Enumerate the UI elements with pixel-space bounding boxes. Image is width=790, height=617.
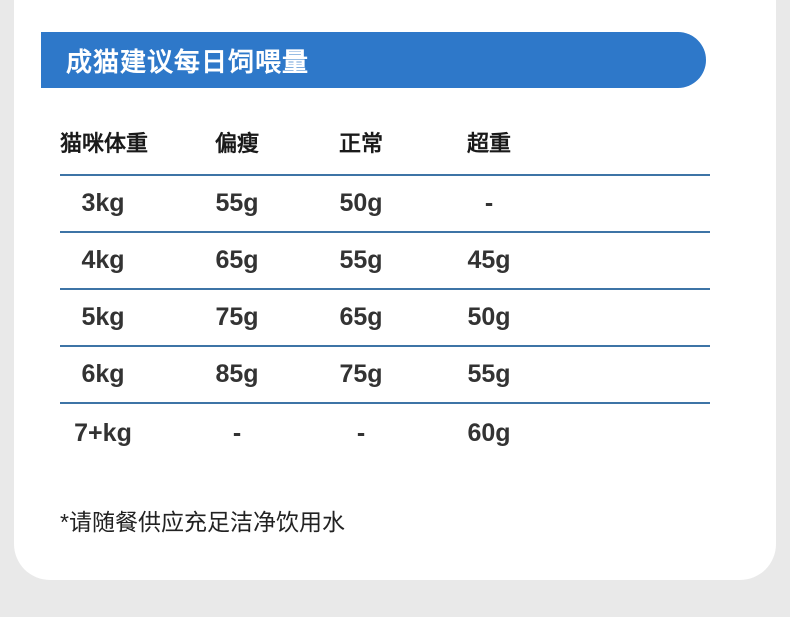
table-cell: 4kg (81, 246, 125, 274)
column-header-thin: 偏瘦 (214, 131, 259, 156)
table-cell: 7+kg (74, 418, 132, 447)
table-cell: 50g (467, 303, 511, 331)
table-row-4kg: 4kg 65g 55g 45g (60, 233, 710, 290)
table-cell: - (356, 418, 366, 447)
column-header-weight: 猫咪体重 (60, 131, 149, 156)
table-cell: 60g (467, 418, 511, 447)
table-cell: 75g (215, 303, 259, 331)
table-cell: - (232, 418, 242, 447)
table-cell: 65g (215, 246, 259, 274)
section-title: 成猫建议每日饲喂量 (66, 46, 310, 77)
section-header-banner: 成猫建议每日饲喂量 (41, 32, 706, 88)
table-cell: 55g (339, 246, 383, 274)
column-header-overweight: 超重 (466, 131, 511, 156)
table-header-row: 猫咪体重 偏瘦 正常 超重 (60, 110, 710, 176)
table-cell: 65g (339, 303, 383, 331)
feeding-table: 猫咪体重 偏瘦 正常 超重 3kg 55g 50g - 4kg 65g 55g … (60, 110, 710, 462)
table-row-3kg: 3kg 55g 50g - (60, 176, 710, 233)
table-row-5kg: 5kg 75g 65g 50g (60, 290, 710, 347)
table-cell: 3kg (81, 189, 125, 217)
table-cell: 50g (339, 189, 383, 217)
column-header-normal: 正常 (338, 131, 383, 156)
table-cell: 6kg (81, 360, 125, 388)
water-footnote: *请随餐供应充足洁净饮用水 (60, 509, 345, 535)
table-row-6kg: 6kg 85g 75g 55g (60, 347, 710, 404)
table-cell: 75g (339, 360, 383, 388)
table-row-7plus-kg: 7+kg - - 60g (60, 404, 710, 462)
table-cell: 85g (215, 360, 259, 388)
table-cell: 5kg (81, 303, 125, 331)
table-cell: 45g (467, 246, 511, 274)
table-cell: 55g (467, 360, 511, 388)
table-cell: 55g (215, 189, 259, 217)
content-card: 成猫建议每日饲喂量 猫咪体重 偏瘦 正常 超重 3kg 55g 50g - 4k… (14, 0, 776, 580)
table-cell: - (484, 189, 494, 217)
